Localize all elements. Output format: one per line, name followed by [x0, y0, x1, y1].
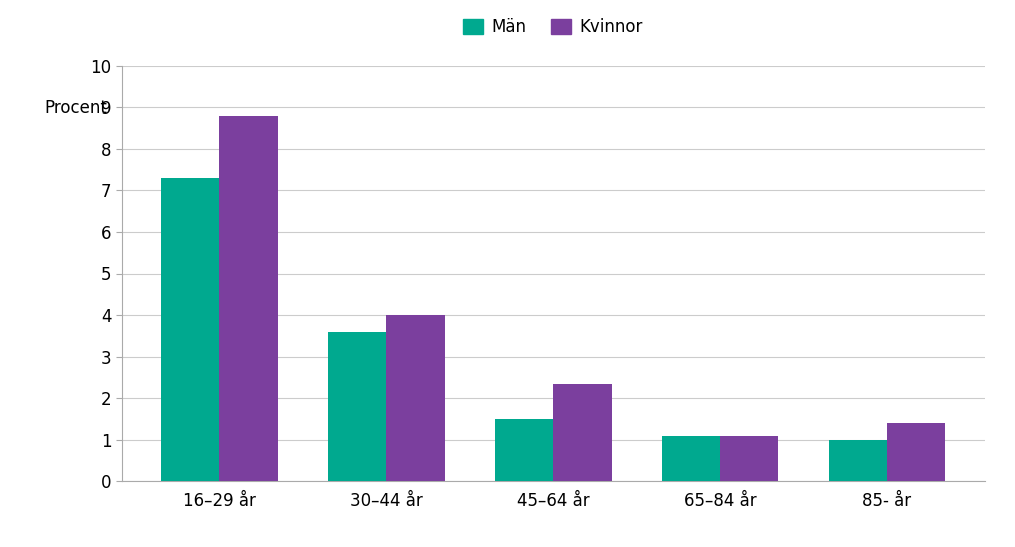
Text: Procent: Procent: [45, 99, 107, 117]
Bar: [219, 115, 278, 481]
Bar: [161, 178, 219, 481]
Bar: [828, 440, 887, 481]
Bar: [387, 315, 445, 481]
Bar: [720, 435, 779, 481]
Bar: [887, 423, 945, 481]
Bar: [328, 331, 387, 481]
Bar: [662, 435, 720, 481]
Legend: Män, Kvinnor: Män, Kvinnor: [457, 11, 650, 43]
Bar: [553, 383, 612, 481]
Bar: [494, 419, 553, 481]
